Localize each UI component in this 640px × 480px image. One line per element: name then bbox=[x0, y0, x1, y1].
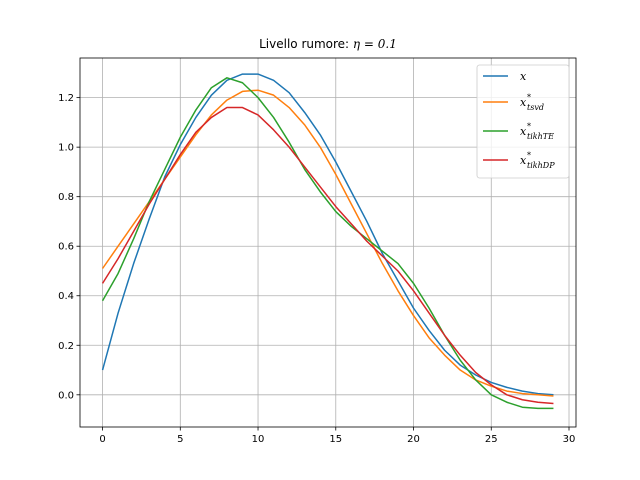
chart-title-prefix: Livello rumore: bbox=[259, 37, 353, 51]
x-tick-label: 5 bbox=[177, 434, 183, 445]
legend-entry: x bbox=[520, 70, 527, 83]
y-tick-label: 1.0 bbox=[58, 143, 74, 154]
chart-title-math: η = 0.1 bbox=[353, 37, 397, 51]
x-tick-label: 30 bbox=[563, 434, 576, 445]
x-tick-label: 15 bbox=[329, 434, 342, 445]
x-tick-label: 20 bbox=[407, 434, 420, 445]
series-lines bbox=[101, 73, 554, 410]
series-line-x bbox=[101, 73, 554, 396]
x-tick-label: 25 bbox=[485, 434, 498, 445]
axes-frame bbox=[79, 57, 577, 428]
series-line-x-tsvd bbox=[101, 89, 554, 397]
legend-label-sup: * bbox=[527, 151, 531, 160]
legend-label-base: x bbox=[520, 70, 527, 83]
y-tick-label: 0.6 bbox=[58, 242, 74, 253]
grid bbox=[80, 58, 576, 427]
x-tick-label: 0 bbox=[99, 434, 105, 445]
y-tick-label: 0.0 bbox=[58, 390, 74, 401]
legend-label-base: x bbox=[520, 125, 527, 138]
legend-label-sub: tikhTE bbox=[527, 132, 554, 141]
legend-entry: x *tsvd bbox=[520, 93, 544, 112]
legend-entry: x *tikhTE bbox=[520, 122, 554, 141]
y-tick-label: 1.2 bbox=[58, 93, 74, 104]
series-line-x-tikhDP bbox=[101, 106, 554, 405]
ticks: 0 5 10 15 20 25 30 0.0 0.2 0.4 0.6 0.8 1.0 1.2 bbox=[58, 93, 575, 445]
y-tick-label: 0.2 bbox=[58, 341, 74, 352]
legend-label-sup: * bbox=[527, 93, 531, 102]
legend-label-sup: * bbox=[527, 122, 531, 131]
legend-label-base: x bbox=[520, 154, 527, 167]
y-tick-label: 0.8 bbox=[58, 192, 74, 203]
legend-label-sub: tsvd bbox=[527, 103, 544, 112]
x-tick-label: 10 bbox=[252, 434, 265, 445]
chart-title: Livello rumore: η = 0.1 bbox=[259, 37, 397, 51]
legend-box bbox=[476, 64, 570, 179]
legend-label-sub: tikhDP bbox=[527, 161, 555, 170]
legend-entry: x *tikhDP bbox=[520, 151, 555, 170]
legend-label-base: x bbox=[520, 96, 527, 109]
y-tick-label: 0.4 bbox=[58, 291, 74, 302]
series-line-x-tikhTE bbox=[101, 77, 554, 410]
